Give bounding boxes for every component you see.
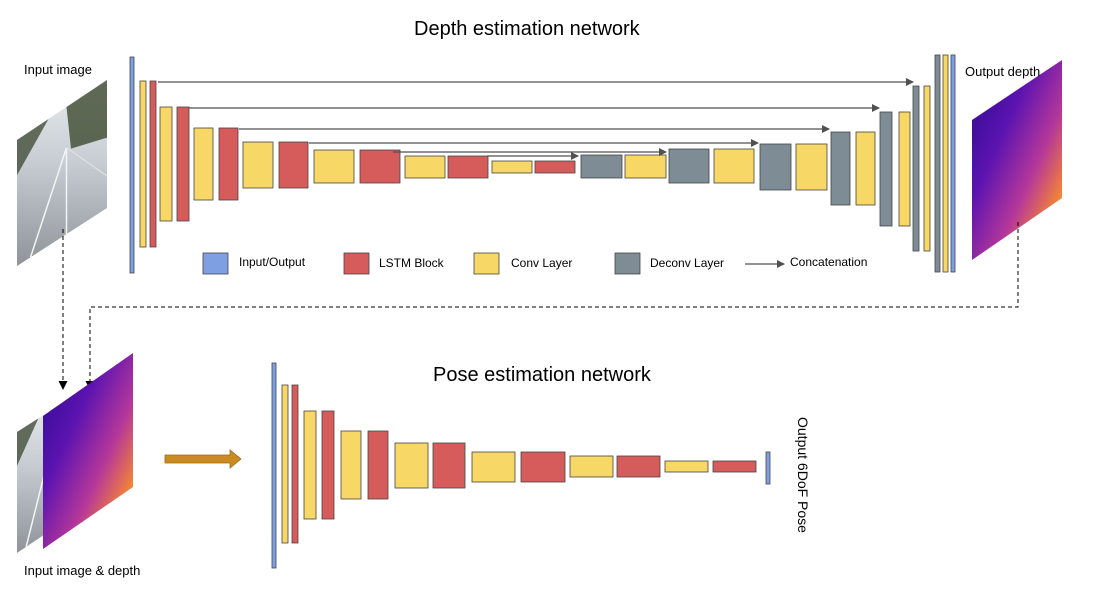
- legend-swatch-deconv: [614, 252, 641, 275]
- depth-layer-io-0: [129, 56, 135, 274]
- input-image-label: Input image: [24, 62, 92, 77]
- depth-layer-conv-1: [139, 80, 147, 248]
- depth-layer-deconv-21: [830, 131, 851, 206]
- legend-label-concat: Concatenation: [790, 255, 868, 269]
- pose-layer-conv-11: [569, 455, 614, 478]
- depth-layer-deconv-25: [912, 85, 920, 252]
- pose-network-title: Pose estimation network: [433, 364, 651, 386]
- pose-layer-io-15: [765, 451, 771, 485]
- legend-swatch-conv: [473, 252, 500, 275]
- legend-label-deconv: Deconv Layer: [650, 256, 725, 270]
- output-pose-label: Output 6DoF Pose: [795, 417, 811, 533]
- legend-label-io: Input/Output: [239, 255, 306, 269]
- depth-map-base: [43, 353, 133, 549]
- depth-layer-conv-20: [795, 143, 828, 191]
- depth-layer-conv-22: [855, 131, 876, 206]
- depth-layer-conv-13: [491, 160, 533, 174]
- depth-layer-conv-7: [242, 141, 274, 189]
- depth-layer-conv-18: [713, 148, 755, 184]
- tree-area-left: [17, 418, 39, 466]
- pose-layer-conv-9: [471, 451, 516, 483]
- depth-layer-conv-9: [313, 149, 355, 184]
- output-depth-label: Output depth: [965, 64, 1041, 79]
- depth-layer-lstm-12: [447, 155, 489, 179]
- pose-layer-conv-1: [281, 384, 289, 544]
- depth-layer-conv-24: [898, 111, 911, 227]
- depth-layer-deconv-19: [759, 143, 792, 191]
- depth-layer-lstm-10: [359, 149, 401, 184]
- legend-swatch-lstm: [343, 252, 370, 275]
- depth-layer-lstm-2: [149, 80, 157, 248]
- dashed-depth-connector: [85, 222, 1019, 390]
- feed-arrow: [164, 449, 242, 469]
- depth-map-base: [972, 60, 1062, 260]
- pose-layer-lstm-2: [291, 384, 299, 544]
- pose-layer-conv-3: [303, 410, 317, 520]
- depth-layer-conv-3: [159, 106, 173, 222]
- road-lane-line: [29, 147, 68, 258]
- depth-layer-conv-26: [923, 85, 931, 252]
- depth-network-title: Depth estimation network: [414, 18, 640, 40]
- depth-layer-lstm-4: [176, 106, 190, 222]
- depth-layer-conv-16: [624, 154, 667, 179]
- pose-layer-conv-13: [664, 460, 709, 473]
- depth-layer-lstm-8: [278, 141, 309, 189]
- output-depth-image: [972, 60, 1062, 260]
- stacked-input-depth: [43, 353, 133, 549]
- pose-layer-conv-7: [394, 442, 429, 489]
- pose-layer-lstm-8: [432, 442, 466, 489]
- input-image-depth-label: Input image & depth: [24, 563, 141, 578]
- pose-layer-lstm-10: [520, 451, 566, 483]
- depth-layer-lstm-14: [534, 160, 576, 174]
- depth-layer-conv-28: [942, 54, 949, 273]
- depth-layer-conv-11: [404, 155, 446, 179]
- depth-layer-deconv-15: [580, 154, 623, 179]
- pose-layer-lstm-4: [321, 410, 335, 520]
- tree-area: [66, 80, 107, 149]
- depth-layer-deconv-23: [879, 111, 893, 227]
- legend-swatch-io: [202, 252, 229, 275]
- legend-label-lstm: LSTM Block: [379, 256, 444, 270]
- depth-layer-conv-5: [193, 127, 214, 201]
- depth-layer-deconv-27: [934, 54, 941, 273]
- pose-layer-lstm-6: [367, 430, 389, 500]
- tree-area-left: [17, 119, 49, 176]
- legend-label-conv: Conv Layer: [511, 256, 573, 270]
- pose-layer-lstm-12: [616, 455, 661, 478]
- guard-rail-line: [66, 147, 108, 177]
- pose-layer-io-0: [271, 362, 277, 569]
- pose-layer-conv-5: [340, 430, 362, 500]
- depth-layer-deconv-17: [668, 148, 710, 184]
- depth-layer-lstm-6: [218, 127, 239, 201]
- input-image: [17, 80, 108, 266]
- depth-layer-io-29: [950, 54, 956, 273]
- pose-layer-lstm-14: [712, 460, 757, 473]
